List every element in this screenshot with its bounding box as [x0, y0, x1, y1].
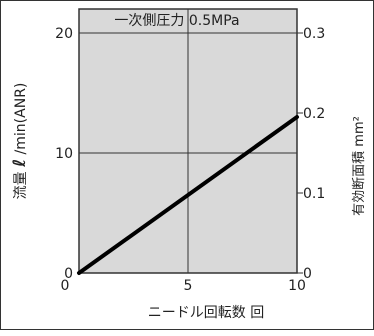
y-axis-label-left-part3: /min(ANR) [13, 83, 29, 155]
series-line-0 [77, 115, 299, 275]
right-tick-label-0: 0 [303, 266, 312, 282]
right-tick-label-1: 0.1 [303, 186, 325, 202]
x-axis-label: ニードル回転数 回 [148, 305, 264, 321]
annotation-label: 一次側圧力 0.5MPa [114, 13, 239, 29]
right-tick-label-3: 0.3 [303, 26, 325, 42]
y-axis-label-right: 有効断面積 mm² [352, 116, 367, 216]
y-tick-label-1: 10 [55, 146, 73, 162]
y-axis-label-left-unit: ℓ [10, 159, 30, 168]
grid [79, 9, 297, 273]
series-group [77, 115, 299, 275]
y-tick-label-2: 20 [55, 26, 73, 42]
y-tick-label-0: 0 [64, 266, 73, 282]
y-axis-label-left-part1: 流量 [13, 171, 29, 199]
x-tick-label-0: 0 [61, 278, 70, 294]
right-tick-label-2: 0.2 [303, 106, 325, 122]
x-tick-label-2: 10 [288, 278, 306, 294]
x-tick-label-1: 5 [184, 278, 193, 294]
y-axis-label-left: 流量 ℓ /min(ANR) [10, 83, 30, 200]
